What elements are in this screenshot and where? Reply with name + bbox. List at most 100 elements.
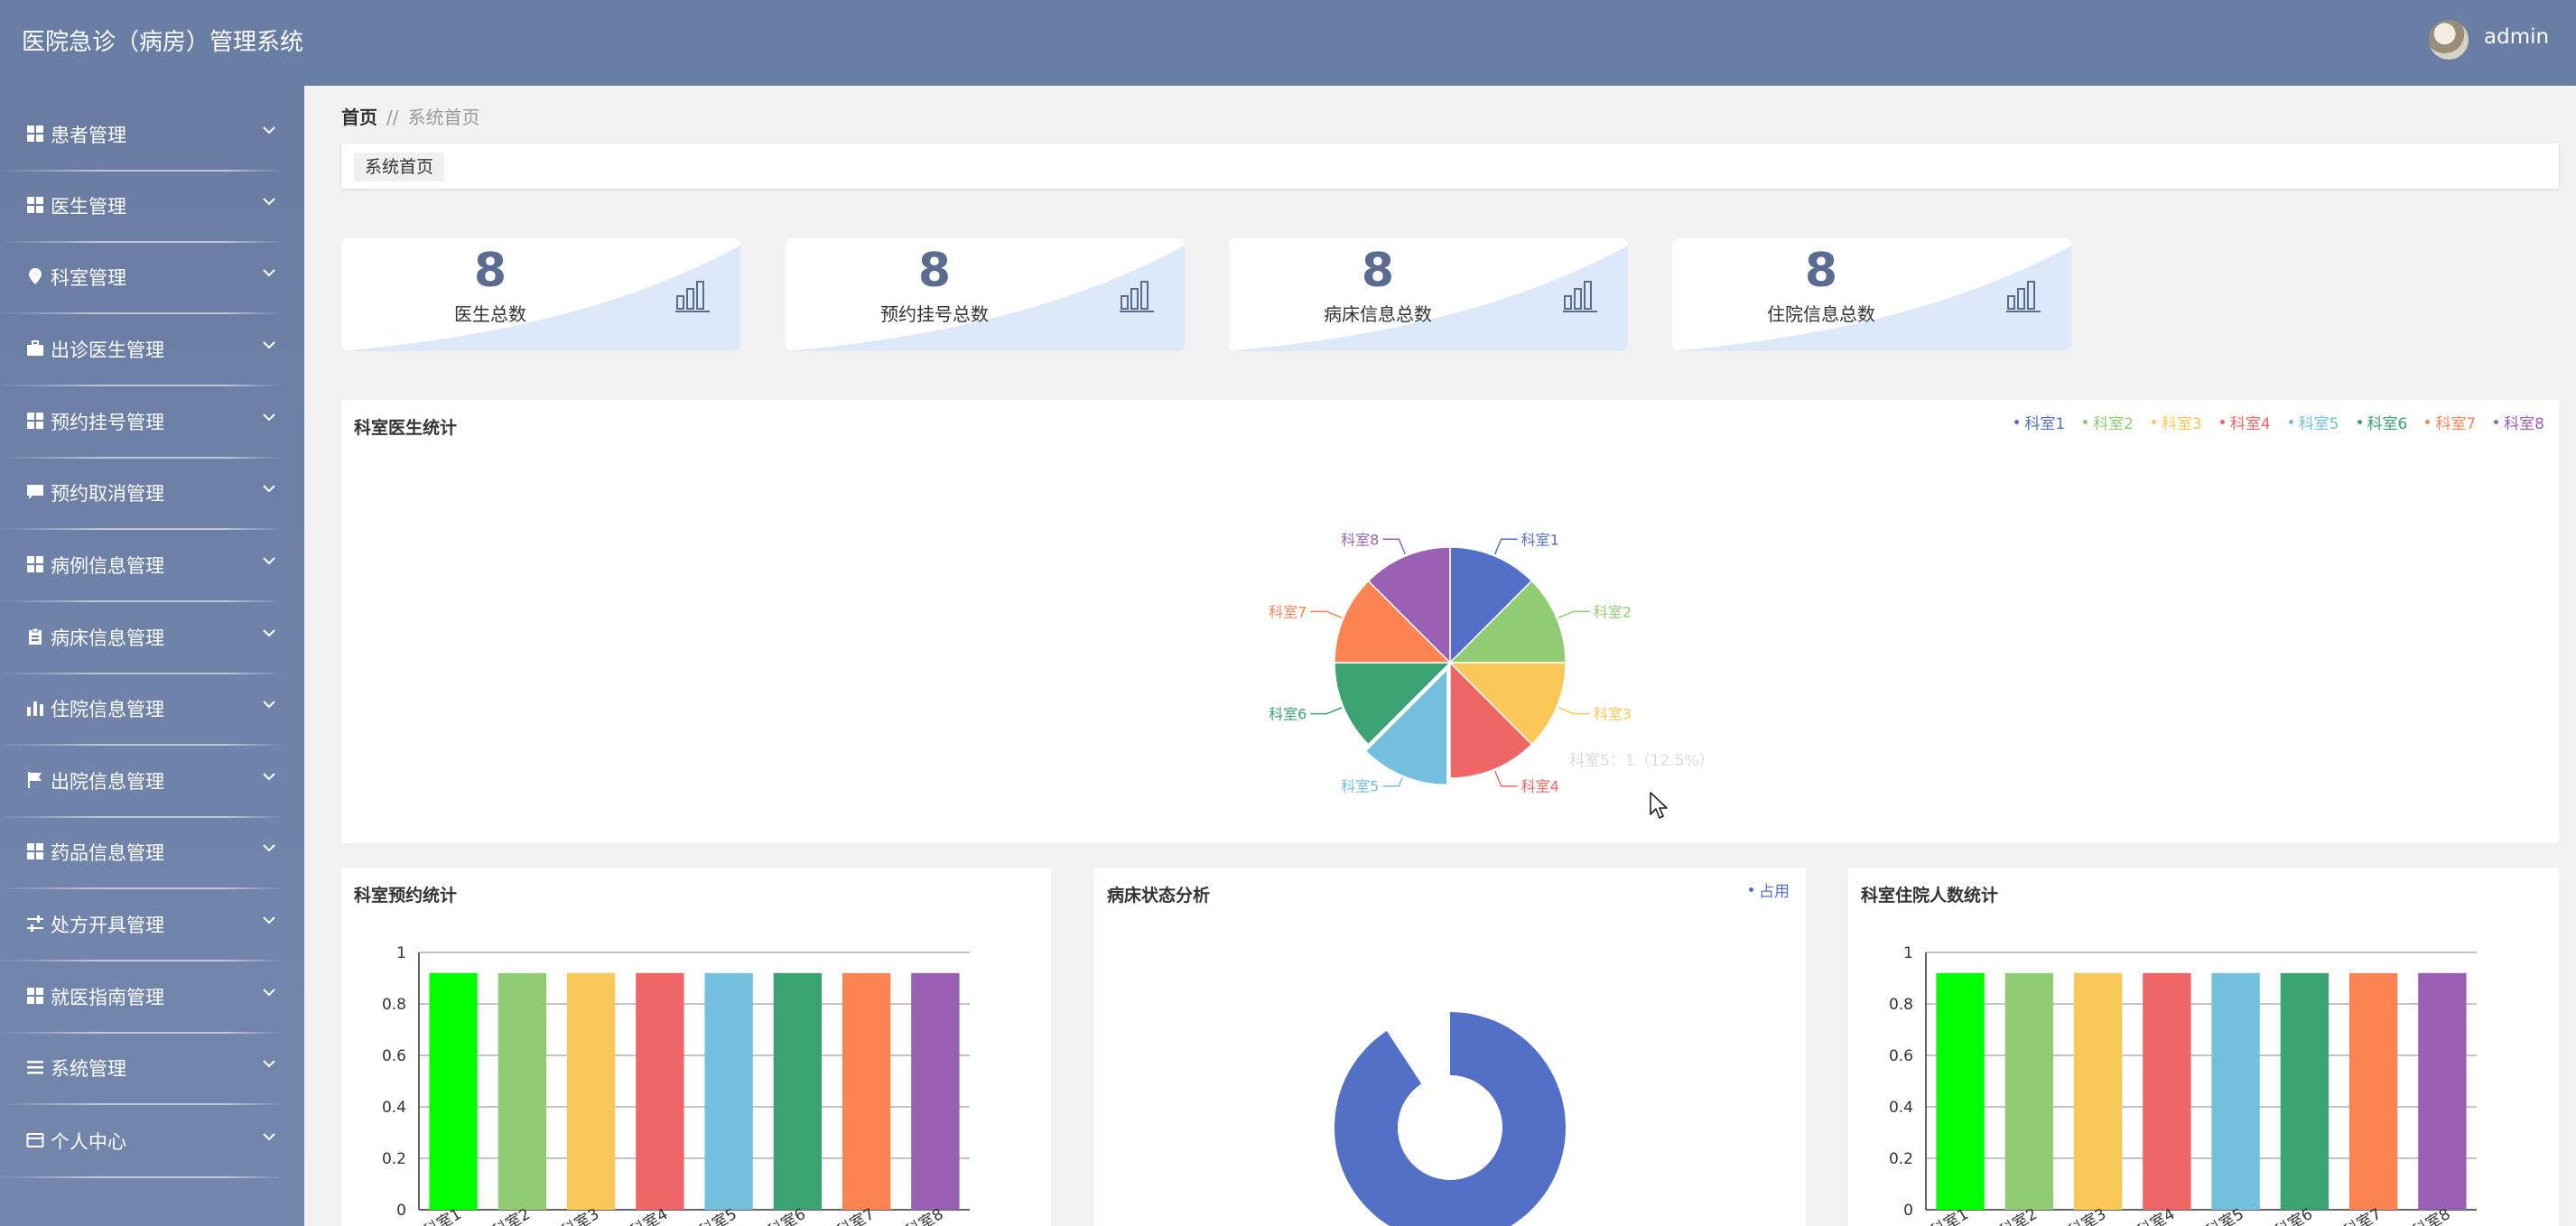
- chevron-down-icon[interactable]: [261, 409, 277, 425]
- briefcase-icon: [25, 339, 45, 358]
- pie-slice[interactable]: [1449, 546, 1533, 664]
- bar[interactable]: [498, 972, 547, 1210]
- pie-leader-line: [1558, 707, 1590, 715]
- bar[interactable]: [2280, 972, 2330, 1210]
- bar[interactable]: [911, 972, 960, 1210]
- sidebar-item-8[interactable]: 病床信息管理: [0, 602, 304, 674]
- dept-doctor-title: 科室医生统计: [354, 418, 458, 438]
- sidebar-item-6[interactable]: 预约取消管理: [0, 458, 304, 530]
- chevron-down-icon[interactable]: [261, 265, 277, 281]
- chevron-down-icon[interactable]: [261, 696, 277, 712]
- divider: [0, 170, 283, 172]
- chevron-down-icon[interactable]: [261, 625, 277, 641]
- pie-slice[interactable]: [1334, 580, 1452, 664]
- bar-chart-icon: [1120, 281, 1154, 312]
- dept-doctor-pie-chart[interactable]: 科室1 科室2 科室3 科室4 科室5 科室6 科室7 科室8 科室5：1（12.5%）: [341, 400, 2559, 843]
- legend-dot: [2083, 420, 2088, 424]
- chevron-down-icon[interactable]: [261, 193, 277, 209]
- pie-slice[interactable]: [1449, 661, 1533, 779]
- sidebar-item-9[interactable]: 住院信息管理: [0, 673, 304, 746]
- bar[interactable]: [566, 972, 616, 1210]
- sidebar-item-12[interactable]: 处方开具管理: [0, 889, 304, 961]
- y-tick-label: 0: [396, 1202, 406, 1220]
- pie-slice[interactable]: [1367, 546, 1451, 664]
- pie-leader-line: [1310, 610, 1343, 618]
- legend-item[interactable]: 科室6: [2357, 411, 2407, 433]
- bar[interactable]: [842, 972, 891, 1210]
- bar[interactable]: [2348, 972, 2398, 1210]
- bar[interactable]: [2143, 972, 2191, 1210]
- legend-item[interactable]: 占用: [1749, 878, 1790, 901]
- sidebar-item-4[interactable]: 出诊医生管理: [0, 314, 304, 386]
- sidebar-item-7[interactable]: 病例信息管理: [0, 530, 304, 602]
- chevron-down-icon[interactable]: [261, 984, 277, 1000]
- legend-item[interactable]: 科室4: [2219, 411, 2271, 433]
- legend-item[interactable]: 科室7: [2425, 411, 2476, 433]
- legend-item[interactable]: 科室5: [2288, 411, 2339, 433]
- bed-status-legend: 占用: [1731, 878, 1790, 901]
- sidebar-item-5[interactable]: 预约挂号管理: [0, 386, 304, 459]
- bar[interactable]: [2073, 972, 2123, 1210]
- sidebar-item-3[interactable]: 科室管理: [0, 242, 304, 314]
- legend-dot: [2014, 420, 2020, 424]
- sidebar-item-label: 住院信息管理: [51, 699, 164, 720]
- y-tick-label: 0.6: [1889, 1047, 1913, 1065]
- chevron-down-icon[interactable]: [261, 1055, 277, 1072]
- y-tick-label: 1: [1903, 944, 1913, 962]
- sidebar-item-14[interactable]: 系统管理: [0, 1033, 304, 1105]
- sidebar-item-label: 出院信息管理: [51, 771, 164, 793]
- pie-slice[interactable]: [1334, 662, 1452, 746]
- chevron-down-icon[interactable]: [261, 122, 277, 138]
- sidebar-item-label: 就医指南管理: [51, 987, 164, 1008]
- sidebar-item-1[interactable]: 患者管理: [0, 99, 304, 172]
- sidebar-item-label: 个人中心: [51, 1131, 126, 1153]
- bar[interactable]: [704, 972, 753, 1210]
- sidebar-item-2[interactable]: 医生管理: [0, 171, 304, 243]
- legend-item[interactable]: 科室1: [2014, 411, 2065, 433]
- sidebar-item-11[interactable]: 药品信息管理: [0, 817, 304, 889]
- chevron-down-icon[interactable]: [261, 912, 277, 928]
- sidebar-item-10[interactable]: 出院信息管理: [0, 746, 304, 818]
- sidebar-item-label: 病例信息管理: [51, 555, 164, 577]
- bar[interactable]: [429, 972, 478, 1210]
- pie-slice[interactable]: [1364, 667, 1448, 786]
- bed-status-donut-chart[interactable]: [1094, 868, 1806, 1226]
- stat-card: 8 预约挂号总数: [786, 238, 1185, 351]
- legend-label: 科室1: [2024, 415, 2066, 433]
- username[interactable]: admin: [2484, 25, 2550, 49]
- legend-label: 占用: [1759, 883, 1790, 901]
- chevron-down-icon[interactable]: [261, 840, 277, 856]
- chevron-down-icon[interactable]: [261, 553, 277, 569]
- tab-home[interactable]: 系统首页: [354, 153, 445, 181]
- chevron-down-icon[interactable]: [261, 480, 277, 497]
- grid-icon: [25, 986, 45, 1006]
- bar[interactable]: [1936, 972, 1985, 1210]
- legend-item[interactable]: 科室3: [2152, 411, 2202, 433]
- avatar[interactable]: [2429, 20, 2469, 60]
- stat-value: 8: [1361, 244, 1395, 298]
- flag-icon: [25, 770, 45, 790]
- legend-item[interactable]: 科室2: [2083, 411, 2134, 433]
- sidebar-item-13[interactable]: 就医指南管理: [0, 961, 304, 1034]
- divider: [0, 816, 283, 818]
- bar[interactable]: [2211, 972, 2260, 1210]
- divider: [0, 1103, 283, 1105]
- bar[interactable]: [2418, 972, 2467, 1210]
- breadcrumb-home[interactable]: 首页: [341, 107, 377, 128]
- pie-slice[interactable]: [1448, 580, 1567, 664]
- sidebar-item-15[interactable]: 个人中心: [0, 1106, 304, 1178]
- breadcrumb-separator: //: [386, 107, 399, 128]
- chevron-down-icon[interactable]: [261, 1128, 277, 1145]
- pie-slice[interactable]: [1448, 662, 1567, 746]
- donut-slice[interactable]: [1334, 1012, 1566, 1226]
- pie-label: 科室7: [1269, 603, 1307, 620]
- stat-label: 住院信息总数: [1767, 303, 1875, 325]
- bar[interactable]: [636, 972, 684, 1210]
- legend-item[interactable]: 科室8: [2494, 411, 2544, 433]
- bar[interactable]: [773, 972, 823, 1210]
- chevron-down-icon[interactable]: [261, 768, 277, 785]
- bar[interactable]: [2004, 972, 2054, 1210]
- chevron-down-icon[interactable]: [261, 337, 277, 353]
